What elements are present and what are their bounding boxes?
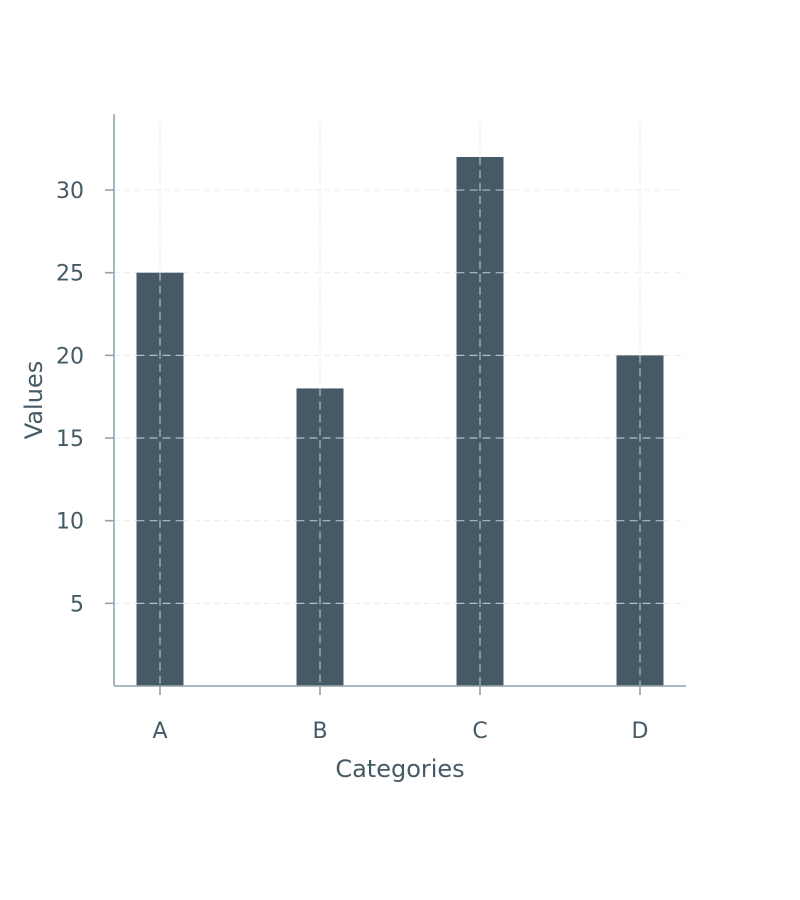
axes — [113, 114, 686, 687]
y-tick-label: 25 — [56, 262, 84, 287]
grid-lines — [114, 118, 686, 686]
y-tick-label: 5 — [70, 592, 84, 617]
y-tick-label: 20 — [56, 344, 84, 369]
y-tick-label: 15 — [56, 427, 84, 452]
x-tick-label: A — [152, 719, 167, 744]
x-ticks: A B C D — [152, 686, 648, 744]
x-tick-label: B — [312, 719, 327, 744]
bar-grid-overlay — [136, 156, 664, 686]
y-axis-label: Values — [20, 361, 48, 439]
y-tick-label: 30 — [56, 179, 84, 204]
x-tick-label: D — [632, 719, 649, 744]
x-tick-label: C — [472, 719, 487, 744]
x-axis-label: Categories — [335, 755, 464, 783]
y-tick-label: 10 — [56, 510, 84, 535]
bars — [136, 156, 664, 686]
y-ticks: 5 10 15 20 25 30 — [56, 179, 114, 617]
